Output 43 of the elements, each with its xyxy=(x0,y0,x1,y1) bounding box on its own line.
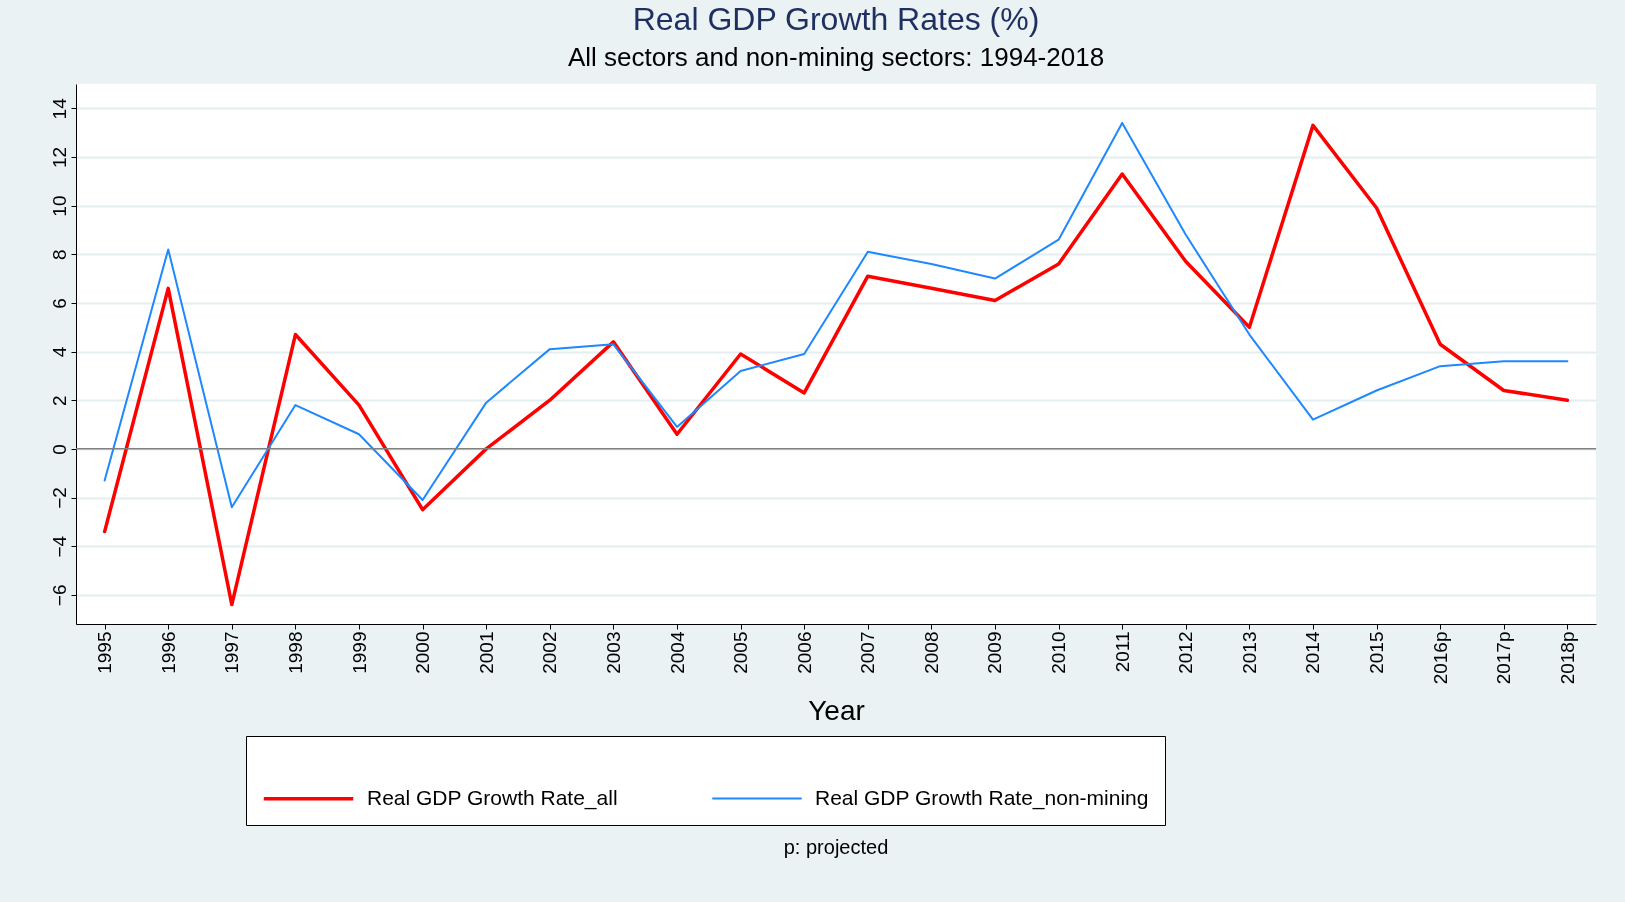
x-tick-label: 1999 xyxy=(348,631,370,674)
y-tick-label: 2 xyxy=(48,395,70,407)
x-tick-label: 2011 xyxy=(1111,631,1133,673)
y-tick-label: −6 xyxy=(48,584,70,607)
x-tick-label: 2000 xyxy=(412,631,434,674)
text: p: projected xyxy=(783,836,889,858)
x-tick-label: 2014 xyxy=(1302,631,1324,674)
y-tick-label: 0 xyxy=(48,444,70,455)
line-series xyxy=(102,123,1570,607)
y-tick-label: 4 xyxy=(48,346,70,358)
x-tick-label: 2005 xyxy=(730,631,752,674)
y-tick-label: 12 xyxy=(48,146,70,169)
x-tick-label: 2007 xyxy=(857,631,879,674)
legend-label: Real GDP Growth Rate_non-mining xyxy=(815,785,1149,810)
x-tick-label: 1995 xyxy=(94,631,116,674)
x-tick-label: 2004 xyxy=(666,631,688,674)
legend-label: Real GDP Growth Rate_all xyxy=(367,785,618,810)
x-tick-label: 2002 xyxy=(539,631,561,674)
y-tick-label: 14 xyxy=(48,97,70,120)
x-tick-label: 2013 xyxy=(1238,631,1260,674)
y-tick-label: −4 xyxy=(48,535,70,558)
x-tick-label: 2003 xyxy=(602,631,624,674)
y-tick-label: −2 xyxy=(48,487,70,509)
x-tick-label: 2009 xyxy=(984,631,1006,674)
x-tick-label: 2018p xyxy=(1556,631,1578,685)
x-tick-label: 2015 xyxy=(1366,631,1388,674)
x-tick-label: 2006 xyxy=(793,631,815,674)
x-tick-label: 2012 xyxy=(1175,631,1197,674)
x-tick-label: 2010 xyxy=(1048,631,1070,674)
x-tick-label: 2017p xyxy=(1493,631,1515,685)
chart-subtitle: All sectors and non-mining sectors: 1994-2018 xyxy=(567,42,1105,72)
y-tick-label: 8 xyxy=(48,249,70,261)
x-axis-title: Year xyxy=(808,695,865,727)
line-series xyxy=(103,121,1569,509)
y-tick-label: 6 xyxy=(48,298,70,309)
x-tick-label: 2008 xyxy=(920,631,942,674)
x-tick-label: 2001 xyxy=(475,631,497,674)
x-tick-label: 1998 xyxy=(284,631,306,674)
y-tick-label: 10 xyxy=(48,195,70,217)
x-tick-label: 2016p xyxy=(1429,631,1451,685)
x-tick-label: 1997 xyxy=(221,631,243,674)
x-tick-label: 1996 xyxy=(157,631,179,674)
chart-title: Real GDP Growth Rates (%) xyxy=(632,1,1040,37)
